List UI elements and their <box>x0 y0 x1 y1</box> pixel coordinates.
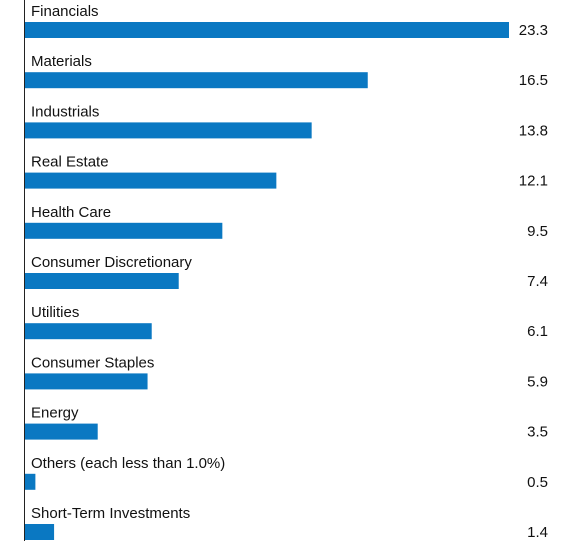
bar <box>25 72 368 89</box>
value-label: 5.9 <box>527 373 548 390</box>
category-label: Financials <box>31 3 99 20</box>
category-label: Others (each less than 1.0%) <box>31 455 225 472</box>
value-label: 6.1 <box>527 323 548 340</box>
bar <box>25 273 179 289</box>
category-label: Consumer Discretionary <box>31 254 192 271</box>
category-label: Real Estate <box>31 154 109 171</box>
bar <box>25 373 148 390</box>
category-label: Short-Term Investments <box>31 505 190 522</box>
value-label: 9.5 <box>527 223 548 240</box>
category-label: Materials <box>31 53 92 70</box>
value-label: 13.8 <box>519 122 548 139</box>
value-label: 16.5 <box>519 72 548 89</box>
category-label: Consumer Staples <box>31 354 154 371</box>
category-label: Energy <box>31 405 79 422</box>
value-label: 1.4 <box>527 524 548 541</box>
value-label: 3.5 <box>527 424 548 441</box>
value-label: 0.5 <box>527 474 548 491</box>
bar <box>25 122 312 139</box>
bar <box>25 222 223 239</box>
value-label: 23.3 <box>519 22 548 39</box>
bar <box>25 323 152 340</box>
bar <box>25 423 98 440</box>
bar <box>25 172 277 189</box>
bar <box>25 524 55 540</box>
category-label: Utilities <box>31 304 79 321</box>
category-label: Health Care <box>31 204 111 221</box>
value-label: 7.4 <box>527 273 548 290</box>
category-label: Industrials <box>31 103 99 120</box>
bar <box>25 473 36 490</box>
value-label: 12.1 <box>519 173 548 190</box>
bar <box>25 22 509 38</box>
